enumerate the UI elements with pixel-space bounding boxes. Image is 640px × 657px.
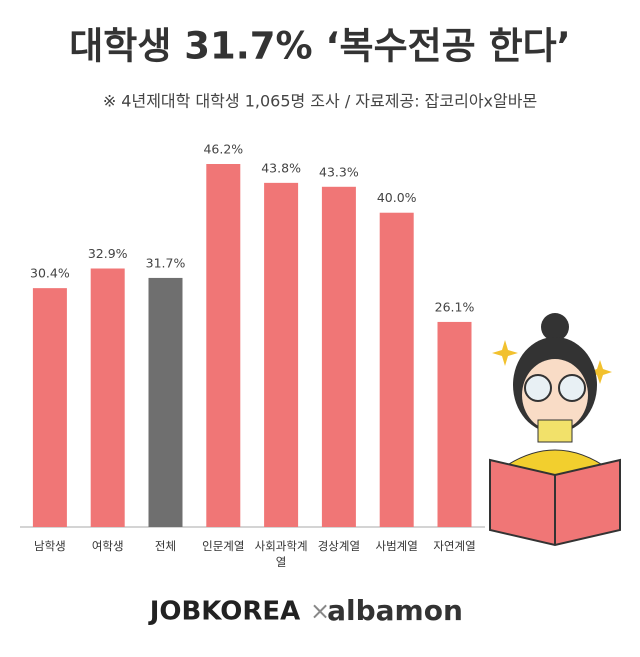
x-tick-label: 자연계열 [433,539,476,553]
value-label: 32.9% [88,246,128,261]
bar [90,268,125,527]
brand-logo: JOBKOREA [148,597,301,627]
x-tick-label: 남학생 [34,539,66,553]
bar [148,277,183,527]
illustration [489,313,621,547]
value-label: 26.1% [435,299,475,314]
chart-subtitle: ※ 4년제대학 대학생 1,065명 조사 / 자료제공: 잡코리아x알바몬 [103,92,537,111]
brand-logo: albamon [327,594,463,627]
bar [206,164,241,527]
x-tick-label: 전체 [154,539,177,553]
value-label: 31.7% [146,255,186,270]
bar [264,182,299,527]
bar [321,186,356,528]
value-label: 43.3% [319,164,359,179]
bar [379,212,414,527]
bar [437,321,472,527]
bar [32,288,67,527]
value-label: 46.2% [203,142,243,157]
value-label: 43.8% [261,160,301,175]
value-label: 40.0% [377,190,417,205]
x-tick-label: 인문계열 [202,539,245,553]
value-label: 30.4% [30,266,70,281]
chart-title: 대학생 31.7% ‘복수전공 한다’ [69,25,570,68]
x-tick-label: 사회과학계열 [254,539,308,569]
x-tick-label: 경상계열 [317,539,361,553]
brand-separator: × [310,597,330,625]
x-tick-label: 사범계열 [375,539,418,553]
x-tick-label: 여학생 [91,539,124,553]
